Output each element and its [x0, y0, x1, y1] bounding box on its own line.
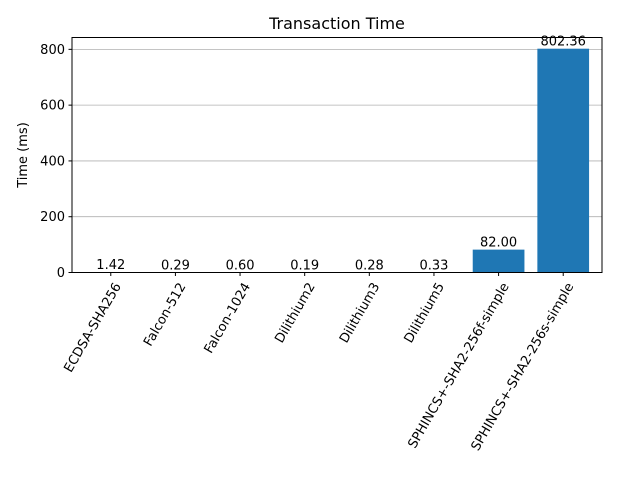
bars	[84, 48, 590, 273]
plot-frame	[71, 37, 603, 273]
y-tick-label: 200	[40, 210, 65, 225]
bar-value-label: 0.19	[290, 258, 319, 273]
data-labels: 1.42 0.29 0.60 0.19 0.28 0.33 82.00 802.36	[96, 35, 586, 274]
bar	[537, 48, 590, 273]
y-axis-label: Time (ms)	[16, 122, 31, 189]
chart-title: Transaction Time	[268, 14, 405, 33]
y-axis-ticks: 0 200 400 600 800	[40, 43, 72, 281]
y-tick-label: 600	[40, 99, 65, 114]
bar-value-label: 0.60	[226, 258, 255, 273]
bar-value-label: 0.29	[161, 258, 190, 273]
y-tick-label: 0	[57, 266, 65, 281]
bar-value-label: 0.28	[355, 258, 384, 273]
bar-value-label: 802.36	[540, 35, 586, 50]
y-tick-label: 800	[40, 43, 65, 58]
bar	[472, 249, 525, 273]
y-tick-label: 400	[40, 154, 65, 169]
bar-value-label: 82.00	[480, 236, 517, 251]
bar-value-label: 1.42	[96, 258, 125, 273]
bar-value-label: 0.33	[419, 258, 448, 273]
